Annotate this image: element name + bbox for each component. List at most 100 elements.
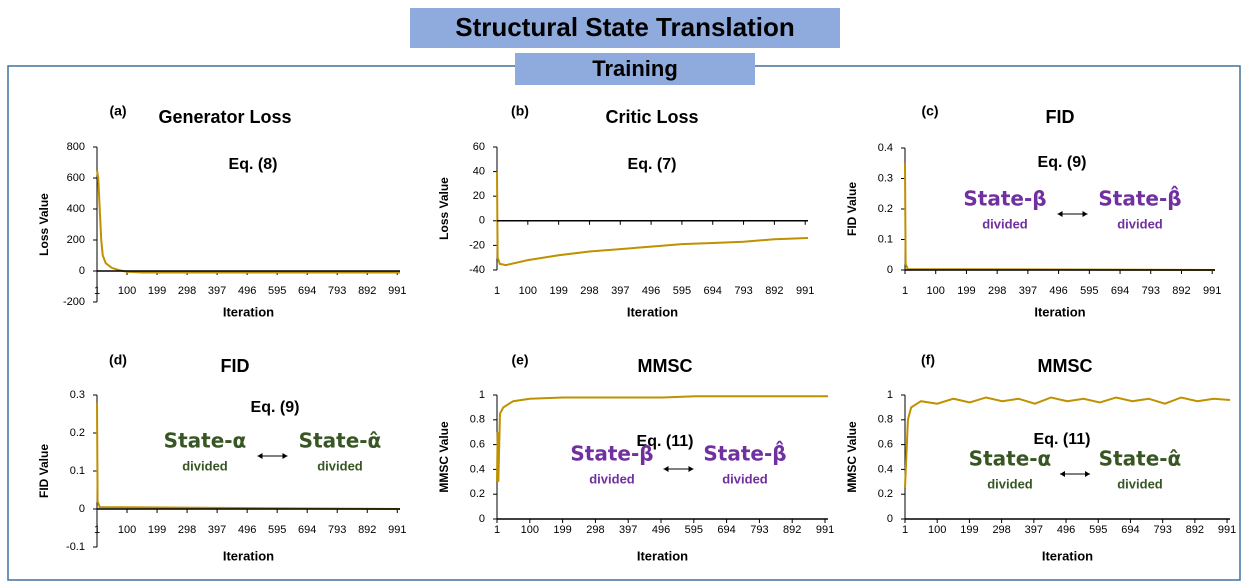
- x-tick-label: 298: [992, 524, 1010, 536]
- x-tick-label: 694: [704, 285, 722, 297]
- data-line: [96, 170, 400, 274]
- x-tick-label: 298: [580, 285, 598, 297]
- x-tick-label: 298: [988, 285, 1006, 297]
- panel-label: (a): [109, 103, 126, 119]
- x-tick-label: 991: [1203, 285, 1221, 297]
- state-note: divided: [1117, 476, 1163, 491]
- y-tick-label: 1: [887, 389, 893, 401]
- chart-title: FID: [1046, 107, 1075, 127]
- state-label: State-β: [570, 442, 653, 466]
- state-note: divided: [987, 476, 1033, 491]
- x-tick-label: 694: [298, 524, 316, 536]
- x-tick-label: 199: [148, 524, 166, 536]
- y-tick-label: 0.2: [470, 488, 485, 500]
- y-tick-label: 0.8: [878, 414, 893, 426]
- x-axis-label: Iteration: [1042, 548, 1093, 563]
- x-tick-label: 100: [927, 285, 945, 297]
- state-label: State-β: [963, 187, 1046, 211]
- y-axis-label: FID Value: [845, 182, 859, 236]
- y-tick-label: 800: [67, 141, 85, 153]
- x-tick-label: 1: [494, 524, 500, 536]
- x-axis-label: Iteration: [223, 548, 274, 563]
- y-tick-label: -200: [63, 296, 85, 308]
- x-tick-label: 892: [358, 285, 376, 297]
- x-tick-label: 595: [1080, 285, 1098, 297]
- y-axis-label: Loss Value: [437, 177, 451, 240]
- state-note: divided: [722, 471, 768, 486]
- y-tick-label: 0: [479, 215, 485, 227]
- panel-label: (c): [921, 103, 938, 119]
- state-note: divided: [982, 216, 1028, 231]
- panel-label: (f): [921, 352, 935, 368]
- y-tick-label: 400: [67, 203, 85, 215]
- x-tick-label: 100: [521, 524, 539, 536]
- x-tick-label: 991: [1218, 524, 1236, 536]
- state-note: divided: [182, 458, 228, 473]
- panel-label: (e): [511, 352, 528, 368]
- data-line: [96, 402, 401, 510]
- y-axis-label: MMSC Value: [845, 421, 859, 493]
- x-tick-label: 595: [1089, 524, 1107, 536]
- y-tick-label: 0.1: [878, 233, 893, 245]
- y-tick-label: 0.2: [878, 488, 893, 500]
- state-label: State-α: [969, 447, 1052, 471]
- figure-title: Structural State Translation: [455, 12, 795, 42]
- equation: Eq. (9): [1038, 154, 1087, 171]
- x-tick-label: 991: [388, 524, 406, 536]
- x-tick-label: 991: [388, 285, 406, 297]
- state-label: State-α̂: [299, 429, 382, 453]
- frame: [7, 65, 1241, 581]
- y-tick-label: 200: [67, 234, 85, 246]
- x-tick-label: 397: [1025, 524, 1043, 536]
- x-tick-label: 793: [328, 285, 346, 297]
- x-tick-label: 595: [268, 285, 286, 297]
- panel-label: (b): [511, 103, 529, 119]
- data-line: [496, 171, 809, 267]
- y-tick-label: 40: [473, 166, 485, 178]
- x-tick-label: 793: [750, 524, 768, 536]
- y-tick-label: 0: [79, 503, 85, 515]
- equation: Eq. (11): [637, 433, 694, 450]
- state-note: divided: [1117, 216, 1163, 231]
- x-tick-label: 298: [178, 524, 196, 536]
- data-line: [904, 163, 1216, 271]
- y-tick-label: -0.1: [66, 541, 85, 553]
- y-tick-label: -40: [469, 264, 485, 276]
- x-tick-label: 100: [519, 285, 537, 297]
- y-tick-label: 0.8: [470, 414, 485, 426]
- x-tick-label: 100: [118, 285, 136, 297]
- state-label: State-α̂: [1099, 447, 1182, 471]
- equation: Eq. (9): [251, 399, 300, 416]
- x-tick-label: 397: [611, 285, 629, 297]
- subtitle-box: [515, 53, 755, 85]
- panel-label: (d): [109, 352, 127, 368]
- x-tick-label: 397: [208, 285, 226, 297]
- x-tick-label: 991: [796, 285, 814, 297]
- state-label: State-β̂: [703, 441, 786, 466]
- y-tick-label: 0: [479, 513, 485, 525]
- x-tick-label: 199: [960, 524, 978, 536]
- y-tick-label: 0.2: [70, 427, 85, 439]
- y-tick-label: 0: [887, 264, 893, 276]
- x-tick-label: 496: [642, 285, 660, 297]
- chart-title: Generator Loss: [158, 107, 291, 127]
- x-tick-label: 595: [685, 524, 703, 536]
- x-tick-label: 892: [783, 524, 801, 536]
- y-tick-label: 0: [887, 513, 893, 525]
- chart-title: MMSC: [1038, 356, 1093, 376]
- x-tick-label: 199: [553, 524, 571, 536]
- x-tick-label: 694: [1111, 285, 1129, 297]
- x-axis-label: Iteration: [637, 548, 688, 563]
- x-tick-label: 991: [816, 524, 834, 536]
- x-tick-label: 694: [1121, 524, 1139, 536]
- y-tick-label: 0.6: [470, 439, 485, 451]
- x-tick-label: 199: [957, 285, 975, 297]
- x-tick-label: 397: [619, 524, 637, 536]
- y-tick-label: 0.4: [878, 142, 893, 154]
- y-tick-label: 20: [473, 190, 485, 202]
- state-note: divided: [589, 471, 635, 486]
- x-tick-label: 496: [238, 524, 256, 536]
- x-tick-label: 1: [902, 285, 908, 297]
- x-tick-label: 793: [328, 524, 346, 536]
- y-tick-label: 600: [67, 172, 85, 184]
